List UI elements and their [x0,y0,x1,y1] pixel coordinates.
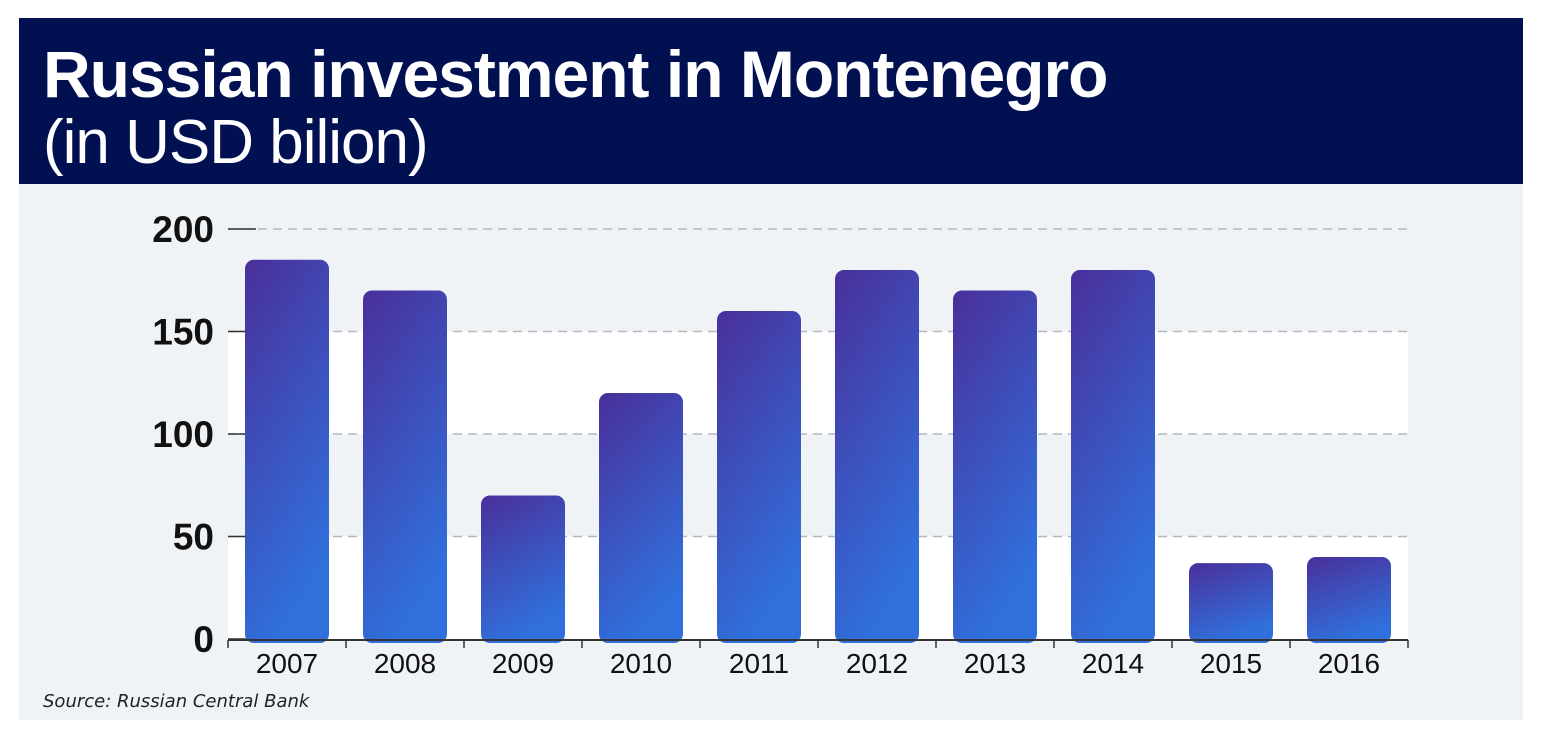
x-tick-label: 2015 [1200,648,1262,679]
bar [481,495,565,643]
chart-subtitle: (in USD bilion) [43,108,429,177]
chart-header: Russian investment in Montenegro (in USD… [19,18,1523,184]
y-tick-label: 50 [173,517,214,558]
x-tick-label: 2009 [492,648,554,679]
y-tick-label: 200 [152,209,214,250]
x-tick-label: 2014 [1082,648,1144,679]
x-tick-label: 2007 [256,648,318,679]
x-tick-label: 2011 [729,648,789,679]
x-tick-label: 2012 [846,648,908,679]
x-tick-label: 2016 [1318,648,1380,679]
bar [835,270,919,643]
bar [953,290,1037,643]
x-tick-label: 2010 [610,648,672,679]
bar [1307,557,1391,643]
bar [245,259,329,643]
bar [717,311,801,643]
y-tick-label: 150 [152,312,214,353]
y-tick-label: 0 [193,619,214,660]
y-tick-label: 100 [152,414,214,455]
x-tick-label: 2013 [964,648,1026,679]
source-note: Source: Russian Central Bank [43,691,310,712]
bar [599,393,683,643]
bar [1071,270,1155,643]
bar [1189,563,1273,643]
x-tick-label: 2008 [374,648,436,679]
bar [363,290,447,643]
chart-title: Russian investment in Montenegro [43,37,1108,111]
